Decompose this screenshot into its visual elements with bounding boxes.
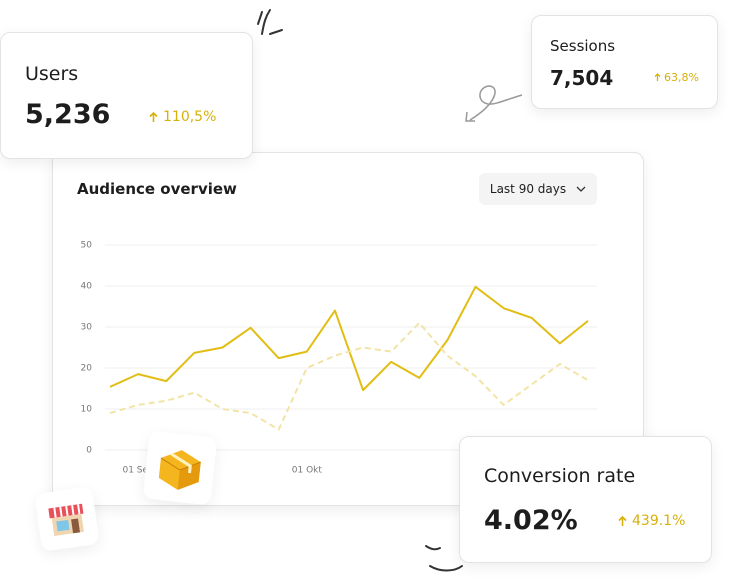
date-filter[interactable]: Last 90 days: [479, 173, 597, 205]
sessions-card: Sessions 7,504 63,8%: [531, 15, 718, 109]
y-tick-label: 30: [81, 323, 93, 333]
card-value: 7,504: [550, 66, 614, 90]
change-value: 63,8%: [664, 71, 699, 84]
card-label: Sessions: [550, 37, 616, 55]
series-line: [109, 321, 589, 431]
users-card: Users 5,236 110,5%: [0, 32, 253, 159]
shop-icon: [48, 503, 84, 536]
card-change: 110,5%: [149, 109, 216, 125]
filter-label: Last 90 days: [489, 182, 567, 196]
card-value: 4.02%: [484, 505, 578, 536]
chart-title: Audience overview: [77, 180, 237, 198]
box-icon: [158, 450, 201, 490]
up-arrow: [654, 73, 661, 81]
y-tick-label: 0: [86, 446, 92, 456]
y-tick-label: 10: [81, 405, 93, 415]
card-change: 439.1%: [618, 513, 685, 529]
card-change: 63,8%: [654, 71, 699, 84]
doodle: [257, 9, 283, 35]
shop-icon-card: [34, 486, 100, 552]
up-arrow: [149, 111, 158, 122]
card-label: Conversion rate: [484, 465, 636, 487]
doodle: [425, 545, 463, 572]
card-value: 5,236: [25, 99, 111, 130]
y-tick-label: 40: [81, 282, 93, 292]
change-value: 439.1%: [632, 513, 686, 529]
series-line: [109, 285, 589, 392]
y-tick-label: 20: [81, 364, 93, 374]
conversion-card: Conversion rate 4.02% 439.1%: [459, 436, 712, 563]
x-tick-label: 01 Okt: [292, 466, 323, 476]
change-value: 110,5%: [163, 109, 217, 125]
x-tick-label: 01 Sep: [122, 466, 154, 476]
y-tick-label: 50: [81, 241, 93, 251]
doodle-arrow: [465, 85, 523, 122]
box-icon-card: [142, 430, 218, 506]
up-arrow: [618, 515, 627, 526]
chevron: [576, 186, 586, 192]
card-label: Users: [25, 63, 79, 85]
